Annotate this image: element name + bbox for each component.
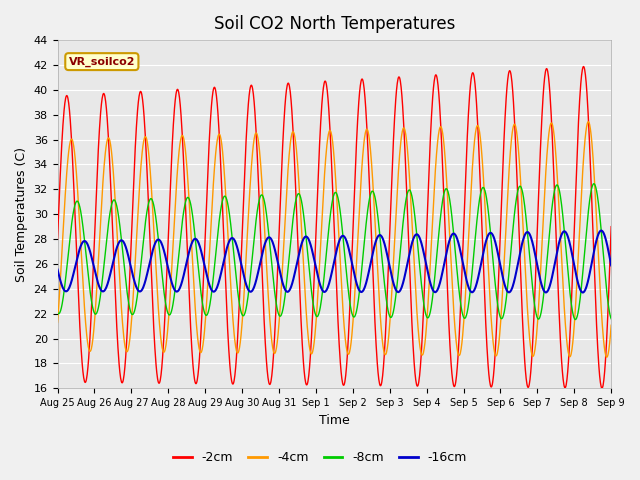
Legend: -2cm, -4cm, -8cm, -16cm: -2cm, -4cm, -8cm, -16cm [168,446,472,469]
Title: Soil CO2 North Temperatures: Soil CO2 North Temperatures [214,15,455,33]
X-axis label: Time: Time [319,414,349,427]
Y-axis label: Soil Temperatures (C): Soil Temperatures (C) [15,147,28,282]
Text: VR_soilco2: VR_soilco2 [68,57,135,67]
